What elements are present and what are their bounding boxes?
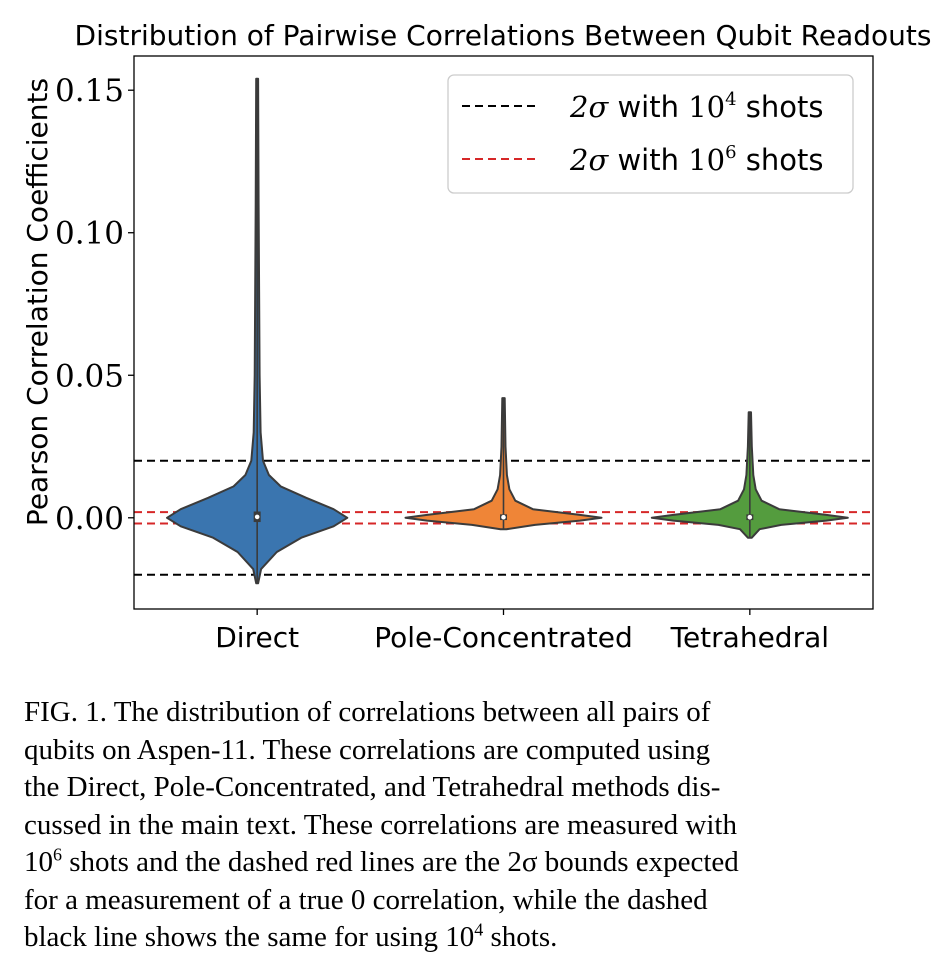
- caption-line: qubits on Aspen-11. These correlations a…: [24, 733, 711, 766]
- y-tick-label: 0.00: [55, 501, 124, 537]
- caption-line: the Direct, Pole-Concentrated, and Tetra…: [24, 771, 721, 803]
- legend-box: [447, 74, 854, 194]
- legend-label: 2σ with 106 shots: [569, 142, 824, 177]
- legend: 2σ with 104 shots 2σ with 106 shots: [447, 74, 854, 194]
- y-tick-label: 0.15: [55, 73, 124, 109]
- x-tick-label: Tetrahedral: [670, 621, 829, 654]
- caption-line: FIG. 1. The distribution of correlations…: [24, 696, 711, 728]
- chart-title: Distribution of Pairwise Correlations Be…: [75, 19, 932, 52]
- plot-frame: [133, 55, 874, 610]
- x-tick-label: Pole-Concentrated: [374, 621, 633, 654]
- chart: Distribution of Pairwise Correlations Be…: [21, 19, 932, 654]
- figure-caption: FIG. 1. The distribution of correlations…: [24, 694, 924, 957]
- violins: [166, 77, 849, 585]
- legend-label: 2σ with 104 shots: [569, 89, 824, 124]
- caption-line: for a measurement of a true 0 correlatio…: [24, 883, 708, 916]
- y-tick-label: 0.05: [55, 358, 124, 394]
- caption-line: cussed in the main text. These correlati…: [24, 808, 737, 841]
- y-axis-label: Pearson Correlation Coefficients: [21, 78, 54, 526]
- caption-line: black line shows the same for using 104 …: [24, 919, 558, 953]
- violin-median: [747, 514, 753, 520]
- y-tick-label: 0.10: [55, 216, 124, 252]
- violin-median: [254, 514, 260, 520]
- x-axis: Direct Pole-Concentrated Tetrahedral: [215, 609, 829, 654]
- violin-median: [501, 514, 506, 520]
- caption-line: 106 shots and the dashed red lines are t…: [24, 844, 739, 878]
- x-tick-label: Direct: [215, 621, 299, 654]
- y-axis: 0.00 0.05 0.10 0.15: [55, 73, 134, 537]
